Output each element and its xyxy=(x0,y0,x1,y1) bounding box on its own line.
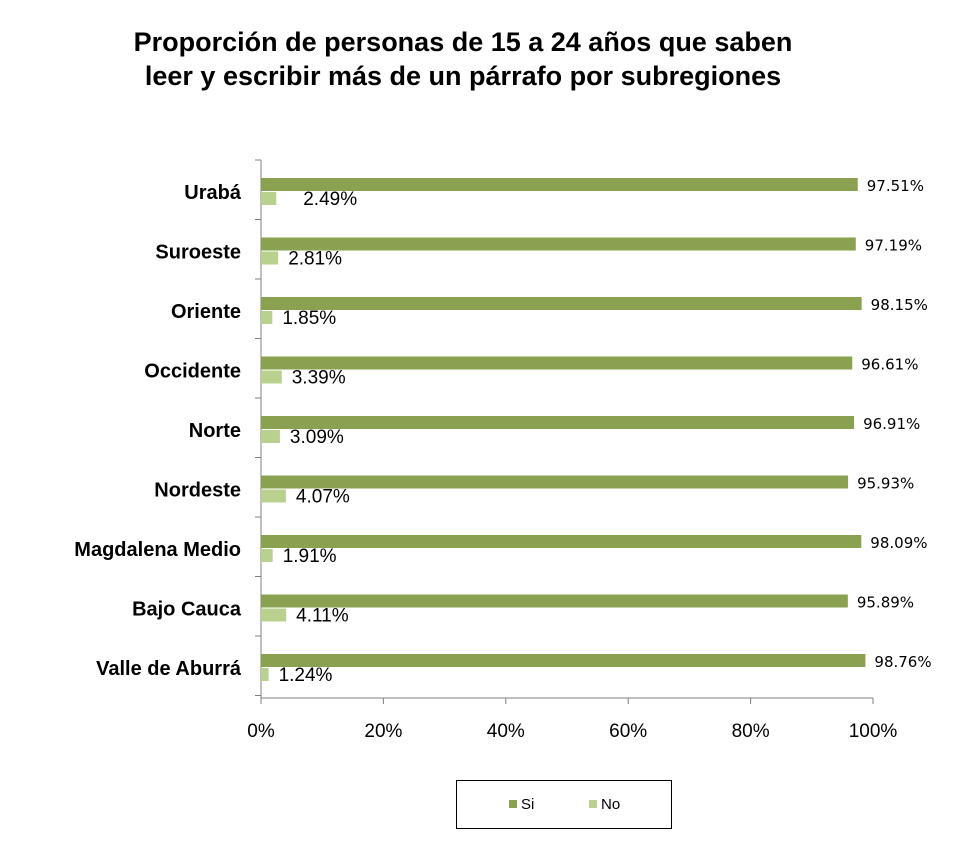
category-label: Oriente xyxy=(171,301,241,323)
bar-si xyxy=(261,356,853,370)
data-label-no: 4.07% xyxy=(296,487,350,508)
chart-title: Proporción de personas de 15 a 24 años q… xyxy=(134,27,793,91)
category-label: Valle de Aburrá xyxy=(96,658,242,680)
legend-label-no: No xyxy=(601,796,620,813)
bar-si xyxy=(261,654,866,667)
legend-swatch-si xyxy=(509,800,517,808)
data-label-no: 2.81% xyxy=(288,249,342,270)
data-label-no: 1.24% xyxy=(279,665,333,686)
bar-no xyxy=(261,668,269,681)
data-label-si: 98.15% xyxy=(871,296,928,314)
x-tick-label: 60% xyxy=(609,721,647,742)
bar-si xyxy=(261,237,856,251)
category-label: Occidente xyxy=(144,361,241,383)
data-label-si: 97.19% xyxy=(865,237,922,255)
bar-si xyxy=(261,475,849,489)
category-label: Bajo Cauca xyxy=(132,599,242,621)
x-tick-label: 100% xyxy=(849,721,898,742)
x-tick-label: 0% xyxy=(247,721,275,742)
data-label-si: 96.91% xyxy=(863,415,920,433)
plot-area: 0% 20% 40% 60% 80% 100% Urabá 97.51% 2.49% Suroes… xyxy=(74,159,932,742)
bar-no xyxy=(261,430,280,443)
data-label-si: 97.51% xyxy=(867,177,924,195)
x-tick-label: 20% xyxy=(364,721,402,742)
category-label: Suroeste xyxy=(155,242,241,264)
bar-no xyxy=(261,370,282,384)
data-label-si: 96.61% xyxy=(861,356,918,374)
legend: Si No xyxy=(456,780,672,829)
bar-no xyxy=(261,251,279,265)
category-label: Nordeste xyxy=(154,480,241,502)
x-tick-label: 40% xyxy=(487,721,525,742)
bar-no xyxy=(261,489,286,503)
bar-si xyxy=(261,416,855,429)
data-label-no: 1.91% xyxy=(283,546,337,567)
bar-no xyxy=(261,311,273,324)
data-label-no: 3.39% xyxy=(292,368,346,389)
data-label-si: 98.76% xyxy=(874,653,931,671)
bar-no xyxy=(261,608,287,622)
data-label-si: 95.93% xyxy=(857,475,914,493)
data-label-no: 3.09% xyxy=(290,427,344,448)
bar-si xyxy=(261,594,848,608)
legend-box xyxy=(456,780,672,829)
data-label-si: 98.09% xyxy=(870,534,927,552)
data-label-no: 2.49% xyxy=(303,189,357,210)
bar-no xyxy=(261,192,277,205)
legend-swatch-no xyxy=(589,800,597,808)
bar-si xyxy=(261,297,862,310)
data-label-no: 4.11% xyxy=(296,606,349,627)
chart-title-line: leer y escribir más de un párrafo por su… xyxy=(145,61,781,91)
data-label-no: 1.85% xyxy=(282,308,336,329)
category-label: Norte xyxy=(189,420,241,442)
category-label: Urabá xyxy=(184,182,242,204)
x-tick-label: 80% xyxy=(732,721,770,742)
bar-si xyxy=(261,535,862,548)
category-label: Magdalena Medio xyxy=(74,539,241,561)
legend-label-si: Si xyxy=(521,796,534,813)
data-label-si: 95.89% xyxy=(857,594,914,612)
bar-no xyxy=(261,549,273,562)
chart-title-line: Proporción de personas de 15 a 24 años q… xyxy=(134,27,793,57)
bar-si xyxy=(261,178,858,191)
